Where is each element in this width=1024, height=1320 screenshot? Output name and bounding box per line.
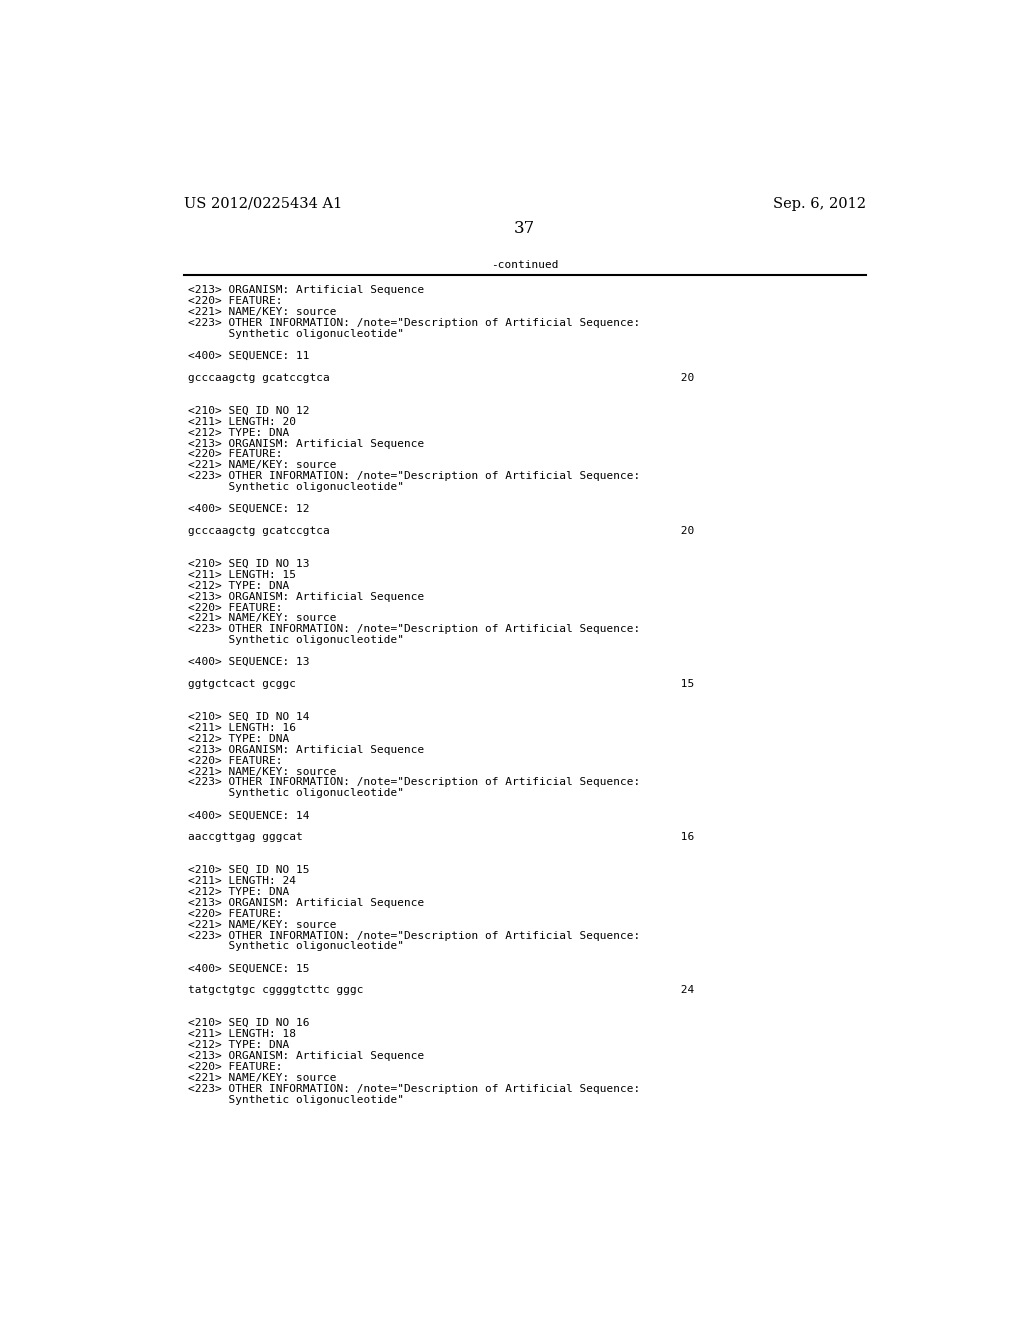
Text: <213> ORGANISM: Artificial Sequence: <213> ORGANISM: Artificial Sequence [188,438,425,449]
Text: <400> SEQUENCE: 12: <400> SEQUENCE: 12 [188,504,310,513]
Text: <400> SEQUENCE: 13: <400> SEQUENCE: 13 [188,657,310,667]
Text: Synthetic oligonucleotide": Synthetic oligonucleotide" [188,1094,404,1105]
Text: gcccaagctg gcatccgtca                                                    20: gcccaagctg gcatccgtca 20 [188,525,694,536]
Text: <221> NAME/KEY: source: <221> NAME/KEY: source [188,461,337,470]
Text: <211> LENGTH: 16: <211> LENGTH: 16 [188,723,297,733]
Text: <223> OTHER INFORMATION: /note="Description of Artificial Sequence:: <223> OTHER INFORMATION: /note="Descript… [188,471,641,482]
Text: <223> OTHER INFORMATION: /note="Description of Artificial Sequence:: <223> OTHER INFORMATION: /note="Descript… [188,931,641,941]
Text: <221> NAME/KEY: source: <221> NAME/KEY: source [188,308,337,317]
Text: <210> SEQ ID NO 12: <210> SEQ ID NO 12 [188,405,310,416]
Text: <210> SEQ ID NO 15: <210> SEQ ID NO 15 [188,865,310,875]
Text: <212> TYPE: DNA: <212> TYPE: DNA [188,887,290,896]
Text: <220> FEATURE:: <220> FEATURE: [188,908,283,919]
Text: <213> ORGANISM: Artificial Sequence: <213> ORGANISM: Artificial Sequence [188,285,425,296]
Text: Synthetic oligonucleotide": Synthetic oligonucleotide" [188,482,404,492]
Text: <211> LENGTH: 15: <211> LENGTH: 15 [188,570,297,579]
Text: <213> ORGANISM: Artificial Sequence: <213> ORGANISM: Artificial Sequence [188,591,425,602]
Text: <221> NAME/KEY: source: <221> NAME/KEY: source [188,1073,337,1082]
Text: Sep. 6, 2012: Sep. 6, 2012 [773,197,866,211]
Text: Synthetic oligonucleotide": Synthetic oligonucleotide" [188,941,404,952]
Text: <212> TYPE: DNA: <212> TYPE: DNA [188,734,290,743]
Text: <220> FEATURE:: <220> FEATURE: [188,755,283,766]
Text: Synthetic oligonucleotide": Synthetic oligonucleotide" [188,635,404,645]
Text: <211> LENGTH: 20: <211> LENGTH: 20 [188,417,297,426]
Text: aaccgttgag gggcat                                                        16: aaccgttgag gggcat 16 [188,832,694,842]
Text: <221> NAME/KEY: source: <221> NAME/KEY: source [188,920,337,929]
Text: <223> OTHER INFORMATION: /note="Description of Artificial Sequence:: <223> OTHER INFORMATION: /note="Descript… [188,624,641,635]
Text: <212> TYPE: DNA: <212> TYPE: DNA [188,1040,290,1049]
Text: <210> SEQ ID NO 14: <210> SEQ ID NO 14 [188,711,310,722]
Text: <213> ORGANISM: Artificial Sequence: <213> ORGANISM: Artificial Sequence [188,898,425,908]
Text: gcccaagctg gcatccgtca                                                    20: gcccaagctg gcatccgtca 20 [188,374,694,383]
Text: <220> FEATURE:: <220> FEATURE: [188,1061,283,1072]
Text: <221> NAME/KEY: source: <221> NAME/KEY: source [188,614,337,623]
Text: <400> SEQUENCE: 11: <400> SEQUENCE: 11 [188,351,310,362]
Text: <220> FEATURE:: <220> FEATURE: [188,602,283,612]
Text: <223> OTHER INFORMATION: /note="Description of Artificial Sequence:: <223> OTHER INFORMATION: /note="Descript… [188,777,641,788]
Text: tatgctgtgc cggggtcttc gggc                                               24: tatgctgtgc cggggtcttc gggc 24 [188,985,694,995]
Text: <212> TYPE: DNA: <212> TYPE: DNA [188,428,290,438]
Text: US 2012/0225434 A1: US 2012/0225434 A1 [183,197,342,211]
Text: <221> NAME/KEY: source: <221> NAME/KEY: source [188,767,337,776]
Text: <211> LENGTH: 18: <211> LENGTH: 18 [188,1030,297,1039]
Text: <210> SEQ ID NO 13: <210> SEQ ID NO 13 [188,558,310,569]
Text: 37: 37 [514,220,536,238]
Text: <210> SEQ ID NO 16: <210> SEQ ID NO 16 [188,1018,310,1028]
Text: <400> SEQUENCE: 15: <400> SEQUENCE: 15 [188,964,310,973]
Text: <220> FEATURE:: <220> FEATURE: [188,297,283,306]
Text: <213> ORGANISM: Artificial Sequence: <213> ORGANISM: Artificial Sequence [188,744,425,755]
Text: Synthetic oligonucleotide": Synthetic oligonucleotide" [188,788,404,799]
Text: <223> OTHER INFORMATION: /note="Description of Artificial Sequence:: <223> OTHER INFORMATION: /note="Descript… [188,318,641,329]
Text: <213> ORGANISM: Artificial Sequence: <213> ORGANISM: Artificial Sequence [188,1051,425,1061]
Text: -continued: -continued [492,260,558,271]
Text: ggtgctcact gcggc                                                         15: ggtgctcact gcggc 15 [188,678,694,689]
Text: <212> TYPE: DNA: <212> TYPE: DNA [188,581,290,590]
Text: <211> LENGTH: 24: <211> LENGTH: 24 [188,876,297,886]
Text: <400> SEQUENCE: 14: <400> SEQUENCE: 14 [188,810,310,820]
Text: <220> FEATURE:: <220> FEATURE: [188,449,283,459]
Text: <223> OTHER INFORMATION: /note="Description of Artificial Sequence:: <223> OTHER INFORMATION: /note="Descript… [188,1084,641,1094]
Text: Synthetic oligonucleotide": Synthetic oligonucleotide" [188,329,404,339]
